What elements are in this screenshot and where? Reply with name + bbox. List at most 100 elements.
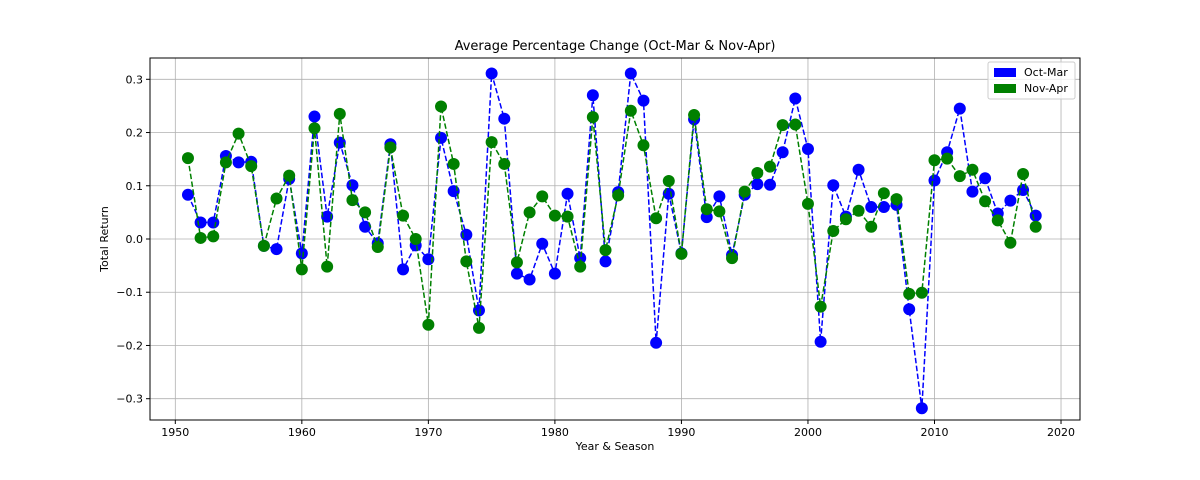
- data-point-nov-apr: [624, 104, 637, 117]
- data-point-oct-mar: [801, 143, 814, 156]
- data-point-nov-apr: [409, 233, 422, 245]
- data-point-nov-apr: [941, 152, 954, 165]
- data-point-oct-mar: [814, 335, 827, 348]
- data-point-nov-apr: [384, 141, 397, 154]
- data-point-oct-mar: [498, 112, 511, 125]
- data-point-oct-mar: [536, 237, 549, 250]
- x-tick-label: 1980: [541, 426, 569, 439]
- data-point-nov-apr: [460, 255, 473, 268]
- y-tick-label: 0.3: [126, 73, 144, 86]
- data-point-nov-apr: [966, 163, 979, 176]
- data-point-nov-apr: [1004, 236, 1017, 249]
- data-point-nov-apr: [650, 212, 663, 225]
- x-tick-label: 1950: [161, 426, 189, 439]
- data-point-nov-apr: [953, 170, 966, 183]
- data-point-nov-apr: [839, 213, 852, 226]
- data-point-nov-apr: [890, 193, 903, 206]
- y-tick-label: −0.1: [116, 286, 143, 299]
- data-point-nov-apr: [751, 166, 764, 179]
- chart-title: Average Percentage Change (Oct-Mar & Nov…: [455, 39, 776, 54]
- data-point-nov-apr: [510, 256, 523, 269]
- legend-label-nov-apr: Nov-Apr: [1024, 82, 1068, 95]
- data-point-oct-mar: [662, 187, 675, 200]
- data-point-nov-apr: [321, 260, 334, 273]
- data-point-nov-apr: [713, 205, 726, 218]
- data-point-nov-apr: [700, 203, 713, 216]
- legend-swatch-oct-mar: [994, 68, 1016, 77]
- data-point-oct-mar: [485, 67, 498, 80]
- data-point-oct-mar: [346, 179, 359, 192]
- data-point-nov-apr: [688, 108, 701, 121]
- data-point-oct-mar: [764, 178, 776, 191]
- legend-label-oct-mar: Oct-Mar: [1024, 66, 1068, 79]
- series-layer: [181, 67, 1042, 415]
- data-point-nov-apr: [523, 206, 536, 219]
- x-axis-label: Year & Season: [575, 440, 655, 453]
- data-point-nov-apr: [346, 194, 359, 207]
- data-point-nov-apr: [574, 260, 587, 273]
- data-point-oct-mar: [979, 172, 992, 185]
- data-point-oct-mar: [624, 67, 637, 80]
- data-point-nov-apr: [498, 157, 511, 170]
- data-point-nov-apr: [472, 321, 485, 334]
- data-point-oct-mar: [435, 131, 448, 144]
- data-point-oct-mar: [232, 156, 245, 169]
- data-point-nov-apr: [270, 192, 283, 205]
- data-point-nov-apr: [599, 244, 612, 257]
- data-point-oct-mar: [966, 185, 979, 198]
- data-point-nov-apr: [308, 122, 321, 135]
- data-point-nov-apr: [776, 119, 789, 132]
- data-point-nov-apr: [865, 220, 878, 233]
- data-point-nov-apr: [928, 154, 941, 167]
- data-point-oct-mar: [321, 210, 334, 223]
- data-point-oct-mar: [308, 110, 321, 123]
- data-point-oct-mar: [181, 188, 194, 201]
- series-nov-apr: [181, 100, 1042, 334]
- data-point-oct-mar: [789, 92, 802, 105]
- data-point-nov-apr: [283, 169, 296, 182]
- data-point-oct-mar: [359, 220, 372, 233]
- data-point-nov-apr: [877, 187, 890, 200]
- data-point-nov-apr: [903, 287, 916, 300]
- data-point-oct-mar: [194, 216, 207, 229]
- data-point-oct-mar: [903, 303, 916, 316]
- data-point-nov-apr: [827, 225, 840, 238]
- data-point-oct-mar: [928, 174, 941, 187]
- data-point-nov-apr: [181, 152, 194, 165]
- data-point-oct-mar: [776, 146, 789, 159]
- data-point-oct-mar: [650, 336, 663, 349]
- data-point-oct-mar: [207, 216, 220, 229]
- data-point-oct-mar: [827, 179, 840, 192]
- data-point-nov-apr: [814, 300, 827, 313]
- data-point-oct-mar: [599, 255, 612, 268]
- data-point-oct-mar: [397, 263, 410, 276]
- data-point-oct-mar: [270, 243, 283, 256]
- data-point-nov-apr: [295, 263, 308, 276]
- data-point-oct-mar: [586, 89, 599, 102]
- data-point-nov-apr: [738, 185, 751, 198]
- data-point-nov-apr: [333, 107, 346, 120]
- data-point-oct-mar: [1029, 209, 1042, 222]
- data-point-oct-mar: [865, 201, 878, 214]
- data-point-nov-apr: [219, 156, 232, 169]
- data-point-nov-apr: [435, 100, 448, 113]
- y-tick-label: −0.3: [116, 393, 143, 406]
- data-point-oct-mar: [1004, 194, 1017, 207]
- data-point-nov-apr: [397, 209, 410, 222]
- data-point-nov-apr: [548, 209, 561, 222]
- data-point-nov-apr: [447, 157, 460, 170]
- data-point-nov-apr: [422, 318, 435, 331]
- axes: 1950 1960 1970 1980 1990 2000 2010 2020 −0.3 −0.2…: [116, 73, 1075, 439]
- y-tick-label: 0.1: [126, 180, 144, 193]
- data-point-nov-apr: [675, 247, 688, 260]
- data-point-oct-mar: [548, 267, 561, 280]
- data-point-nov-apr: [194, 231, 207, 244]
- data-point-nov-apr: [852, 204, 865, 217]
- data-point-nov-apr: [637, 139, 650, 152]
- y-tick-label: −0.2: [116, 339, 143, 352]
- grid: [150, 58, 1080, 420]
- data-point-nov-apr: [662, 174, 675, 187]
- data-point-nov-apr: [764, 160, 776, 173]
- x-tick-label: 2000: [794, 426, 822, 439]
- y-axis-label: Total Return: [98, 206, 111, 273]
